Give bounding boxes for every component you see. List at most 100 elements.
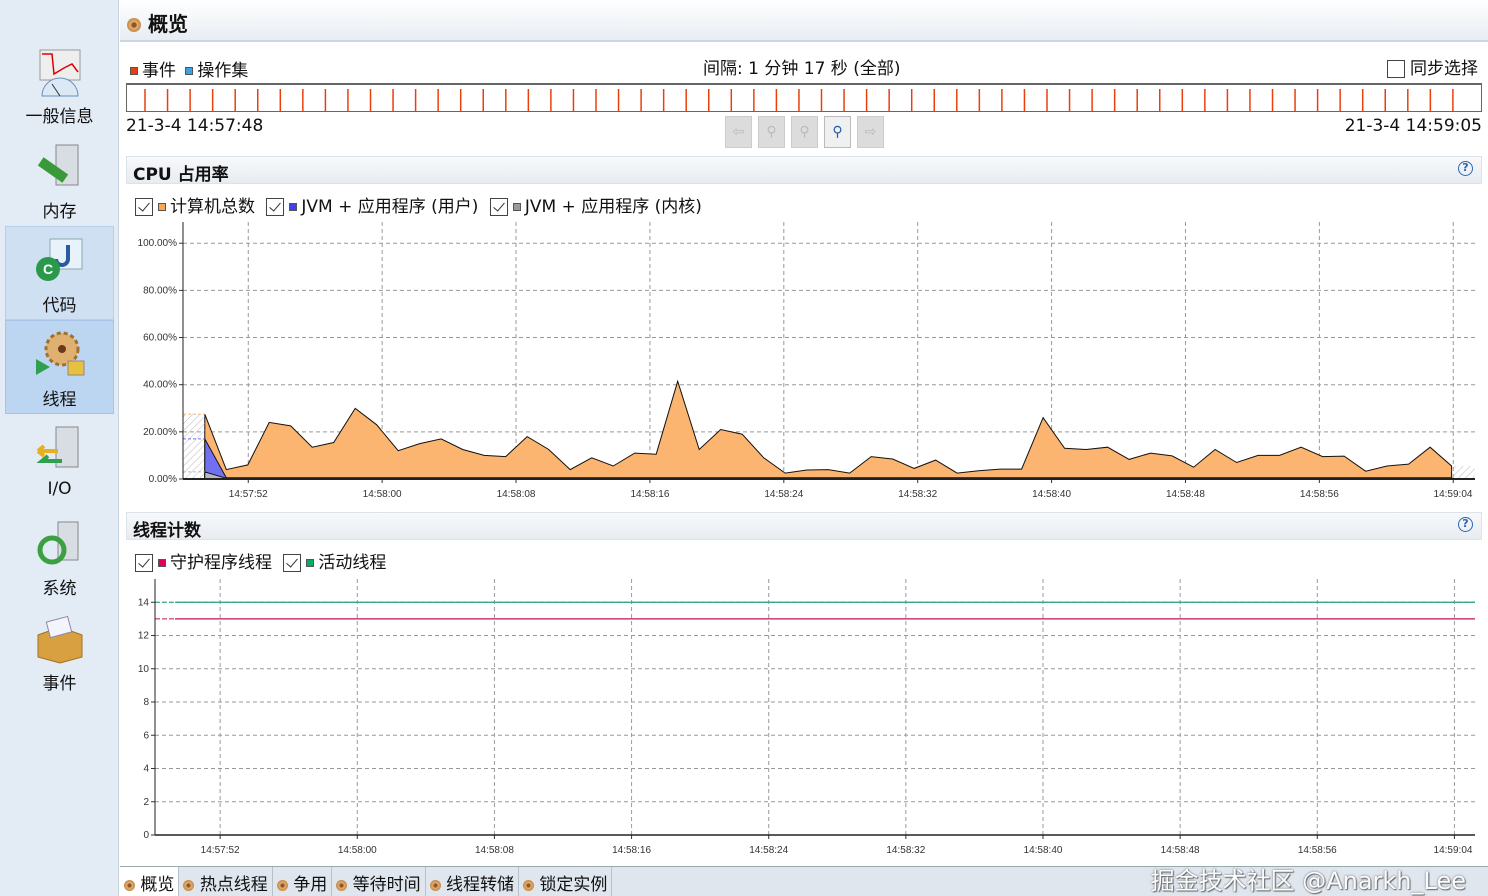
hatch-start — [183, 414, 205, 479]
y-tick-label: 20.00% — [143, 427, 177, 438]
sync-label: 同步选择 — [1410, 59, 1478, 79]
area-series-0 — [204, 379, 1453, 480]
tab-5[interactable]: 锁定实例 — [519, 867, 613, 896]
y-tick-label: 4 — [143, 764, 149, 775]
sync-selection-checkbox[interactable]: 同步选择 — [1387, 54, 1478, 79]
interval-label: 间隔: 1 分钟 17 秒 (全部) — [703, 59, 901, 79]
x-tick-label: 14:58:48 — [1166, 489, 1205, 500]
code-icon: C — [34, 235, 86, 287]
hatch-end — [1451, 466, 1475, 479]
actionset-swatch-icon — [185, 67, 194, 75]
forward-button[interactable]: ⇨ — [857, 116, 884, 148]
sidebar-item-label: I/O — [47, 479, 72, 499]
y-tick-label: 12 — [138, 631, 150, 642]
y-tick-label: 60.00% — [143, 333, 177, 344]
checkbox-icon[interactable] — [1387, 60, 1405, 78]
checkbox-icon[interactable] — [135, 198, 153, 216]
sidebar-item-memory[interactable]: 内存 — [5, 133, 114, 227]
y-tick-label: 80.00% — [143, 285, 177, 296]
cpu-chart: 0.00% 20.00% 40.00% 60.00% 80.00% 100.00% 14:5… — [138, 222, 1475, 500]
tab-2[interactable]: 争用 — [272, 867, 333, 896]
legend-live[interactable]: 活动线程 — [283, 553, 386, 573]
y-tick-label: 14 — [138, 597, 150, 608]
x-tick-label: 14:58:24 — [749, 845, 788, 856]
x-tick-label: 14:58:56 — [1300, 489, 1339, 500]
legend-total[interactable]: 计算机总数 — [135, 197, 255, 217]
events-box-icon — [34, 613, 86, 665]
sidebar-item-label: 线程 — [42, 390, 77, 410]
x-tick-label: 14:59:04 — [1434, 845, 1473, 856]
x-tick-label: 14:57:52 — [229, 489, 268, 500]
cpu-panel-header: CPU 占用率 ? — [126, 156, 1482, 185]
y-tick-label: 2 — [143, 797, 149, 808]
watermark: 掘金技术社区 @Anarkh_Lee — [1150, 867, 1466, 895]
sidebar-item-label: 系统 — [42, 579, 77, 599]
x-tick-label: 14:58:48 — [1161, 845, 1200, 856]
timeline-nav: ⇦ ⚲ ⚲ ⚲ ⇨ — [725, 116, 890, 148]
sidebar-item-label: 代码 — [42, 296, 77, 316]
sidebar-item-threads[interactable]: 线程 — [5, 320, 114, 414]
thread-panel-title: 线程计数 — [133, 521, 201, 541]
timeline-legend: 事件 操作集 — [130, 56, 248, 81]
events-swatch-icon — [130, 67, 138, 75]
monitor-chart-icon — [34, 46, 86, 98]
y-tick-label: 0.00% — [149, 474, 177, 485]
checkbox-icon[interactable] — [489, 198, 508, 216]
x-tick-label: 14:58:40 — [1024, 845, 1063, 856]
zoom-fit-icon: ⚲ — [799, 124, 810, 140]
back-button[interactable]: ⇦ — [725, 116, 752, 148]
zoom-in-button[interactable]: ⚲ — [824, 116, 851, 148]
main-panel: 概览 事件 操作集 间隔: 1 分钟 17 秒 (全部) 同步选择 21-3-4… — [120, 0, 1488, 896]
sidebar-item-general[interactable]: 一般信息 — [5, 38, 114, 132]
tab-4[interactable]: 线程转储 — [425, 867, 520, 896]
sidebar-item-events[interactable]: 事件 — [5, 605, 114, 699]
io-server-icon — [34, 423, 86, 475]
zoom-out-button[interactable]: ⚲ — [758, 116, 785, 148]
cpu-panel-title: CPU 占用率 — [133, 165, 229, 185]
tab-0[interactable]: 概览 — [120, 867, 180, 896]
help-icon[interactable]: ? — [1458, 161, 1473, 176]
x-tick-label: 14:58:16 — [630, 489, 669, 500]
x-tick-label: 14:58:40 — [1032, 489, 1071, 500]
tab-1[interactable]: 热点线程 — [179, 867, 273, 896]
sidebar-item-label: 内存 — [42, 202, 77, 222]
sidebar-item-code[interactable]: C 代码 — [5, 226, 114, 320]
x-tick-label: 14:58:32 — [898, 489, 937, 500]
x-tick-label: 14:58:00 — [338, 845, 377, 856]
legend-daemon[interactable]: 守护程序线程 — [135, 553, 272, 573]
y-tick-label: 8 — [143, 697, 149, 708]
x-tick-label: 14:58:00 — [363, 489, 402, 500]
overview-icon — [127, 18, 141, 32]
y-tick-label: 6 — [143, 730, 149, 741]
threads-gear-lock-icon — [34, 329, 86, 381]
thread-legend: 守护程序线程 活动线程 — [135, 548, 392, 573]
tab-icon — [124, 879, 135, 891]
zoom-fit-button[interactable]: ⚲ — [791, 116, 818, 148]
sidebar-item-io[interactable]: I/O — [5, 415, 114, 509]
event-strip[interactable] — [126, 83, 1482, 112]
zoom-out-icon: ⚲ — [766, 124, 777, 140]
checkbox-icon[interactable] — [283, 554, 302, 572]
zoom-in-icon: ⚲ — [832, 124, 843, 140]
tab-icon — [276, 879, 288, 891]
tab-icon — [183, 879, 195, 891]
checkbox-icon[interactable] — [135, 554, 153, 572]
y-tick-label: 100.00% — [138, 238, 178, 249]
svg-text:C: C — [43, 261, 53, 277]
legend-jvm-kernel[interactable]: JVM + 应用程序 (内核) — [489, 197, 702, 217]
tab-3[interactable]: 等待时间 — [332, 867, 426, 896]
timeline: 事件 操作集 间隔: 1 分钟 17 秒 (全部) 同步选择 21-3-4 14… — [120, 44, 1488, 150]
checkbox-icon[interactable] — [266, 198, 285, 216]
tab-icon — [336, 879, 348, 891]
help-icon[interactable]: ? — [1458, 517, 1473, 532]
y-tick-label: 0 — [143, 830, 149, 841]
bottom-tabs: 概览 热点线程 争用 等待时间 线程转储 锁定实例 — [120, 866, 1488, 896]
tab-icon — [429, 879, 441, 891]
x-tick-label: 14:58:56 — [1298, 845, 1337, 856]
x-tick-label: 14:58:08 — [497, 489, 536, 500]
back-icon: ⇦ — [732, 124, 745, 140]
legend-jvm-user[interactable]: JVM + 应用程序 (用户) — [266, 197, 478, 217]
legend-events: 事件 — [142, 61, 176, 81]
x-tick-label: 14:57:52 — [201, 845, 240, 856]
sidebar-item-system[interactable]: 系统 — [5, 510, 114, 604]
